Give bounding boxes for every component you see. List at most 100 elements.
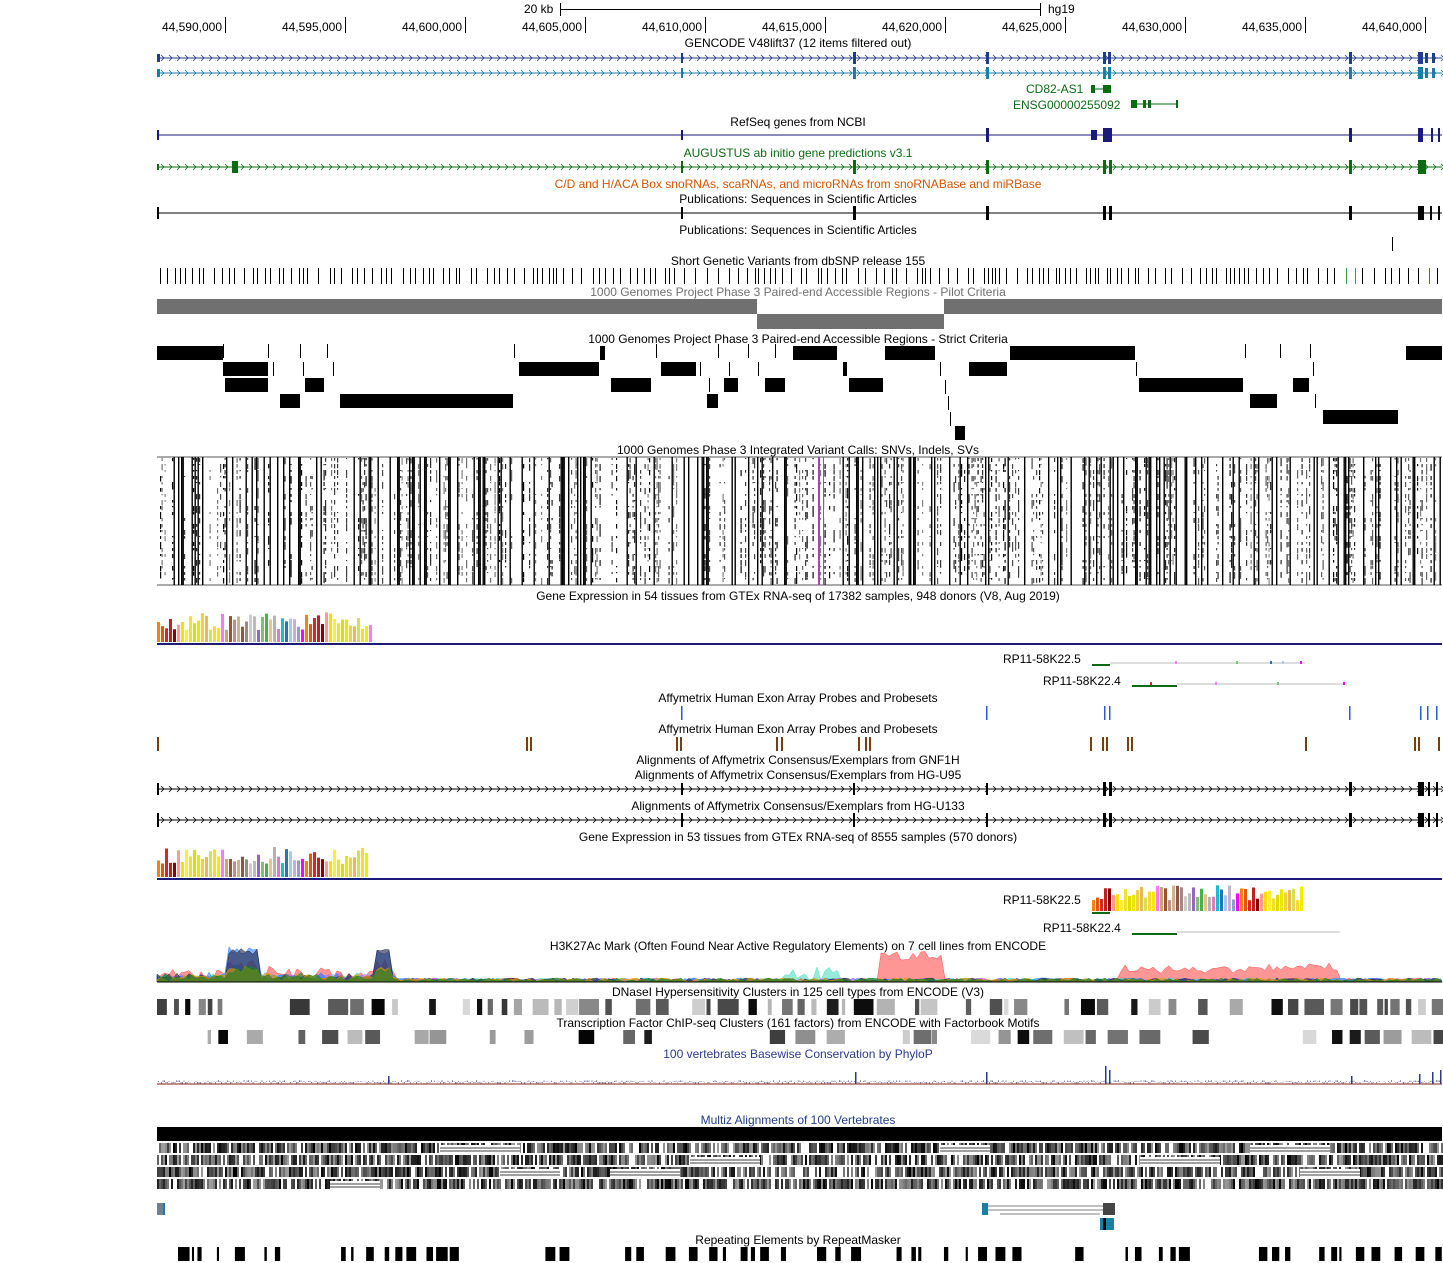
gtex2-gene-rp11-58k22-4[interactable]: RP11-58K22.4 xyxy=(1043,921,1121,935)
variant-cell xyxy=(709,518,711,520)
variant-cell xyxy=(845,488,847,495)
variant-cell xyxy=(290,512,292,517)
multiz-species-block xyxy=(533,1143,535,1153)
variant-cell xyxy=(955,500,957,505)
accessible-pilot-track-label[interactable]: 1000 Genomes Project Phase 3 Paired-end … xyxy=(590,285,1006,299)
gtex-v8-track-label[interactable]: Gene Expression in 54 tissues from GTEx … xyxy=(536,589,1060,603)
multiz-species-block xyxy=(339,1155,341,1165)
multiz-species-block xyxy=(881,1155,883,1165)
affy-exon-track-label-2[interactable]: Affymetrix Human Exon Array Probes and P… xyxy=(658,722,938,736)
affy-exon-track-label-1[interactable]: Affymetrix Human Exon Array Probes and P… xyxy=(658,691,938,705)
variant-cell xyxy=(346,518,348,524)
variant-cell xyxy=(1085,560,1087,563)
dbsnp-variant xyxy=(307,268,308,284)
multiz-species-block xyxy=(667,1143,669,1153)
multiz-species-block xyxy=(695,1143,697,1153)
variant-cell xyxy=(1168,500,1170,504)
variant-cell xyxy=(829,572,831,579)
variant-cell xyxy=(407,530,409,536)
variant-cell xyxy=(337,548,339,553)
variant-cell xyxy=(571,578,573,581)
dnase-track-label[interactable]: DNaseI Hypersensitivity Clusters in 125 … xyxy=(611,985,985,999)
variant-cell xyxy=(427,548,429,550)
variant-cell xyxy=(1379,494,1381,499)
pubs-track-label-2[interactable]: Publications: Sequences in Scientific Ar… xyxy=(679,223,917,237)
variant-cell xyxy=(1231,524,1233,528)
variant-cell xyxy=(523,572,525,578)
multiz-species-block xyxy=(231,1155,233,1165)
variant-cell xyxy=(490,554,492,560)
multiz-species-block xyxy=(1323,1155,1325,1165)
rmsk-track-label[interactable]: Repeating Elements by RepeatMasker xyxy=(695,1233,901,1247)
variant-cell xyxy=(199,512,201,514)
gtex2-gene-rp11-58k22-5[interactable]: RP11-58K22.5 xyxy=(1003,893,1081,907)
variant-cell xyxy=(1352,554,1354,559)
multiz-species-block xyxy=(849,1143,851,1153)
variant-cell xyxy=(239,488,241,491)
multiz-species-block xyxy=(525,1155,527,1165)
variant-cell xyxy=(511,542,513,549)
variant-cell xyxy=(382,464,384,468)
multiz-species-block xyxy=(1075,1155,1077,1165)
variant-cell xyxy=(217,530,219,533)
variant-cell xyxy=(1426,458,1428,463)
multiz-species-block xyxy=(1223,1155,1225,1165)
multiz-species-block xyxy=(315,1143,317,1153)
dbsnp-track-label[interactable]: Short Genetic Variants from dbSNP releas… xyxy=(670,254,926,268)
gtex2-gene-bar xyxy=(1112,895,1115,911)
gtex-53-track-label[interactable]: Gene Expression in 53 tissues from GTEx … xyxy=(578,830,1018,844)
gencode-track-label[interactable]: GENCODE V48lift37 (12 items filtered out… xyxy=(684,36,912,50)
variant-cell xyxy=(1036,506,1038,509)
hgu133-track-label[interactable]: Alignments of Affymetrix Consensus/Exemp… xyxy=(631,799,965,813)
multiz-species-block xyxy=(1011,1155,1013,1165)
variant-cell xyxy=(1040,524,1042,528)
variant-cell xyxy=(1202,482,1204,484)
affy-exon-probeset xyxy=(530,737,532,751)
h3k27ac-track-label[interactable]: H3K27Ac Mark (Often Found Near Active Re… xyxy=(549,939,1047,953)
multiz-species-block xyxy=(1015,1155,1017,1165)
gtex-gene-rp11-58k22-4[interactable]: RP11-58K22.4 xyxy=(1043,674,1121,688)
snorna-track-label[interactable]: C/D and H/ACA Box snoRNAs, scaRNAs, and … xyxy=(554,177,1042,191)
dbsnp-variant xyxy=(334,268,335,284)
augustus-gene-exon xyxy=(1349,160,1352,174)
variant-cell xyxy=(709,506,711,510)
ruler-tick-label: 44,630,000 xyxy=(1121,20,1182,34)
gene-ensg-label[interactable]: ENSG00000255092 xyxy=(1013,98,1121,112)
multiz-track-label[interactable]: Multiz Alignments of 100 Vertebrates xyxy=(700,1113,896,1127)
refseq-track-label[interactable]: RefSeq genes from NCBI xyxy=(730,115,866,129)
variant-cell xyxy=(658,536,660,540)
variant-cell xyxy=(268,464,270,469)
multiz-species-block xyxy=(581,1143,583,1153)
variant-cell xyxy=(436,488,438,491)
gnf1h-track-label[interactable]: Alignments of Affymetrix Consensus/Exemp… xyxy=(636,753,960,767)
pubs-track-label-1[interactable]: Publications: Sequences in Scientific Ar… xyxy=(679,192,917,206)
multiz-species-block xyxy=(425,1155,427,1165)
variant-cell xyxy=(1435,518,1437,522)
variant-cell xyxy=(998,494,1000,500)
multiz-species-block xyxy=(1003,1143,1005,1153)
hgu95-track-label[interactable]: Alignments of Affymetrix Consensus/Exemp… xyxy=(634,768,962,782)
variant-cell xyxy=(361,500,363,502)
variant-cell xyxy=(418,554,420,560)
variant-cell xyxy=(209,554,211,557)
variant-cell xyxy=(890,482,892,485)
accessible-strict-track-label[interactable]: 1000 Genomes Project Phase 3 Paired-end … xyxy=(588,332,1008,346)
variant-calls-track-label[interactable]: 1000 Genomes Phase 3 Integrated Variant … xyxy=(617,443,979,457)
variant-cell xyxy=(1301,542,1303,546)
dbsnp-variant xyxy=(581,268,582,284)
variant-cell xyxy=(995,524,997,528)
variant-cell xyxy=(961,530,963,533)
multiz-species-block xyxy=(1029,1143,1031,1153)
multiz-species-block xyxy=(227,1167,229,1177)
gtex-gene-rp11-58k22-5[interactable]: RP11-58K22.5 xyxy=(1003,652,1081,666)
variant-cell xyxy=(973,542,975,548)
variant-cell xyxy=(337,464,339,469)
variant-cell xyxy=(461,470,463,477)
gene-cd82-as1-label[interactable]: CD82-AS1 xyxy=(1026,82,1084,96)
variant-cell xyxy=(599,488,601,491)
tfbs-track-label[interactable]: Transcription Factor ChIP-seq Clusters (… xyxy=(556,1016,1040,1030)
multiz-species-block xyxy=(1001,1155,1003,1165)
phylop-track-label[interactable]: 100 vertebrates Basewise Conservation by… xyxy=(663,1047,933,1061)
augustus-track-label[interactable]: AUGUSTUS ab initio gene predictions v3.1 xyxy=(683,146,913,160)
